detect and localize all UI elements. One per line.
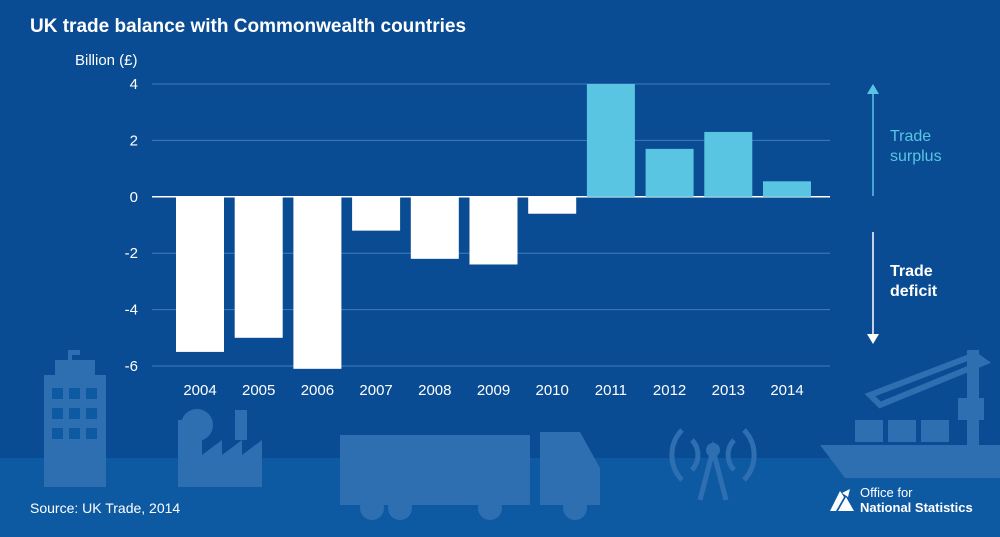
x-tick-label: 2012	[653, 382, 686, 399]
x-tick-label: 2010	[536, 382, 569, 399]
y-tick-label: -4	[125, 302, 138, 319]
bar-2014	[763, 181, 811, 197]
x-tick-label: 2004	[183, 382, 216, 399]
chart-title: UK trade balance with Commonwealth count…	[30, 16, 467, 37]
y-tick-labels: 4 2 0 -2 -4 -6	[125, 76, 138, 375]
y-tick-label: 2	[130, 132, 138, 149]
bar-2010	[528, 196, 577, 214]
surplus-label: Trade	[890, 128, 931, 145]
annotations: Trade surplus Trade deficit	[867, 84, 942, 344]
deficit-label: deficit	[890, 283, 938, 300]
surplus-label: surplus	[890, 148, 942, 165]
ons-logo-mark-icon	[830, 489, 854, 511]
deficit-arrow-head-icon	[867, 334, 879, 344]
bar-chart: 420-2-4-6 2004 2005 2006 2007 2008 2009 2010 20…	[125, 76, 942, 399]
bar-2012	[645, 148, 694, 197]
bar-2006	[293, 196, 342, 369]
ons-logo: Office for National Statistics	[828, 485, 978, 521]
cargo-ship-crane-icon	[820, 350, 1000, 478]
x-tick-label: 2011	[595, 382, 627, 399]
bar-2008	[410, 196, 459, 259]
x-tick-label: 2005	[242, 382, 275, 399]
x-tick-label: 2006	[301, 382, 334, 399]
source-note: Source: UK Trade, 2014	[30, 500, 181, 516]
bar-2007	[352, 196, 401, 231]
x-tick-label: 2014	[770, 382, 803, 399]
bar-2009	[469, 196, 518, 265]
x-tick-label: 2009	[477, 382, 510, 399]
x-tick-label: 2007	[359, 382, 392, 399]
x-tick-labels: 2004 2005 2006 2007 2008 2009 2010 2011 2012 2013…	[183, 382, 803, 399]
bar-2013	[704, 131, 753, 197]
y-tick-label: 4	[130, 76, 138, 93]
x-tick-label: 2008	[418, 382, 451, 399]
bars	[176, 84, 811, 369]
factory-icon	[178, 409, 262, 487]
surplus-arrow-head-icon	[867, 84, 879, 94]
logo-line-2: National Statistics	[860, 500, 973, 515]
bar-2005	[234, 196, 283, 338]
y-tick-label: -2	[125, 245, 138, 262]
lorry-icon	[340, 432, 600, 520]
logo-line-1: Office for	[860, 485, 913, 500]
y-axis-label: Billion (£)	[75, 52, 138, 69]
y-tick-label: -6	[125, 358, 138, 375]
x-tick-label: 2013	[712, 382, 745, 399]
bar-2004	[176, 196, 224, 352]
bar-2011	[586, 84, 635, 197]
y-tick-label: 0	[130, 189, 138, 206]
deficit-label: Trade	[890, 263, 933, 280]
